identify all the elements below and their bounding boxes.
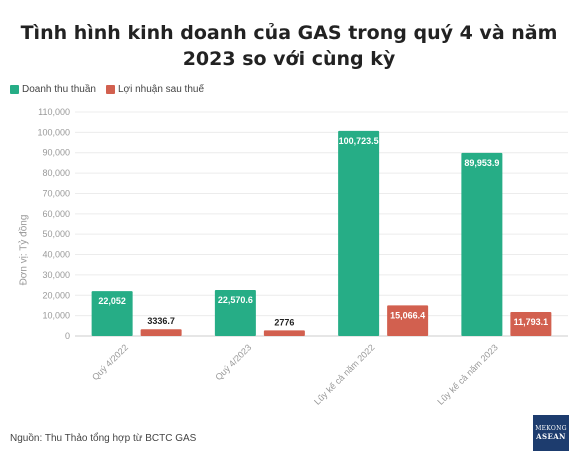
y-tick-label: 60,000 xyxy=(42,209,70,219)
data-label: 22,570.6 xyxy=(218,295,253,305)
x-tick-label: Quý 4/2023 xyxy=(213,342,253,382)
y-tick-label: 110,000 xyxy=(38,107,70,117)
bar-profit xyxy=(387,305,429,336)
data-label: 22,052 xyxy=(98,296,126,306)
legend-swatch-profit xyxy=(105,85,115,94)
legend: Doanh thu thuần Lợi nhuận sau thuế xyxy=(10,84,204,95)
y-tick-label: 20,000 xyxy=(42,290,70,300)
bar-revenue xyxy=(214,290,256,336)
bar-revenue xyxy=(461,152,503,336)
y-tick-label: 90,000 xyxy=(42,148,70,158)
x-tick-label: Quý 4/2022 xyxy=(90,342,130,382)
mekong-asean-logo: MEKONG ASEAN xyxy=(533,415,569,451)
legend-swatch-revenue xyxy=(10,85,19,94)
logo-line2: ASEAN xyxy=(536,432,566,441)
data-label: 3336.7 xyxy=(147,316,175,326)
data-label: 89,953.9 xyxy=(464,158,499,168)
logo-line1: MEKONG xyxy=(535,425,567,432)
y-tick-label: 70,000 xyxy=(42,188,70,198)
x-tick-label: Lũy kế cả năm 2023 xyxy=(435,342,499,406)
legend-item-profit[interactable]: Lợi nhuận sau thuế xyxy=(105,84,205,95)
legend-label-profit: Lợi nhuận sau thuế xyxy=(117,84,205,95)
y-tick-label: 80,000 xyxy=(42,168,70,178)
bar-revenue xyxy=(91,291,133,336)
legend-item-revenue[interactable]: Doanh thu thuần xyxy=(10,84,96,95)
bar-profit xyxy=(510,311,552,336)
data-label: 2776 xyxy=(274,317,294,327)
y-tick-label: 100,000 xyxy=(37,127,70,137)
source-note: Nguồn: Thu Thảo tổng hợp từ BCTC GAS xyxy=(10,433,197,444)
data-label: 11,793.1 xyxy=(514,317,549,327)
bar-profit xyxy=(263,330,305,336)
y-tick-label: 10,000 xyxy=(42,311,70,321)
bar-revenue xyxy=(338,130,380,336)
x-tick-label: Lũy kế cả năm 2022 xyxy=(312,342,376,406)
data-label: 15,066.4 xyxy=(390,310,425,320)
y-tick-label: 40,000 xyxy=(42,250,70,260)
y-tick-label: 50,000 xyxy=(42,229,70,239)
y-tick-label: 30,000 xyxy=(42,270,70,280)
legend-label-revenue: Doanh thu thuần xyxy=(22,84,96,95)
y-tick-label: 0 xyxy=(65,331,70,341)
chart-title: Tình hình kinh doanh của GAS trong quý 4… xyxy=(20,22,558,70)
data-label: 100,723.5 xyxy=(339,136,379,146)
bar-profit xyxy=(140,329,182,336)
